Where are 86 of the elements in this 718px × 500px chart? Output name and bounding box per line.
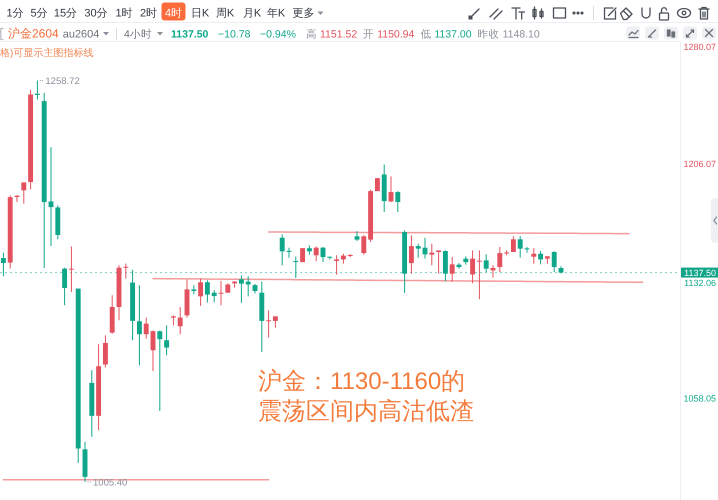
text: 高 [306, 28, 317, 40]
text: −10.78 [218, 28, 251, 40]
candlestick [436, 250, 442, 274]
candlestick [238, 274, 244, 304]
candlestick [136, 284, 142, 366]
ref-line-label: 1137.50 [681, 268, 718, 278]
text: 5分 [30, 8, 48, 20]
text: 周K [216, 8, 235, 20]
text: 15分 [54, 8, 78, 20]
candlestick [306, 244, 312, 256]
text: 昨收 [478, 28, 500, 40]
candlestick [48, 146, 54, 246]
chart-subtitle: au2604 [62, 28, 100, 40]
text: 4时 [164, 6, 182, 20]
y-tick-label: 1058.05 [683, 394, 716, 404]
candlestick [0, 252, 6, 277]
candlestick [144, 317, 149, 340]
candlestick [68, 246, 74, 292]
candlestick [293, 256, 298, 278]
candlestick [246, 276, 251, 297]
candlestick [266, 310, 272, 338]
candlestick [300, 248, 306, 263]
candlestick [212, 290, 217, 303]
candlestick [178, 306, 183, 335]
text: 2时 [140, 6, 158, 20]
candlestick [204, 280, 210, 304]
candlestick [395, 190, 400, 213]
candlestick [497, 246, 502, 273]
text: −0.94% [260, 28, 296, 40]
y-tick-label: 1132.06 [684, 278, 716, 288]
text: 开 [363, 28, 374, 40]
candlestick [538, 250, 544, 265]
text: 30分 [84, 8, 108, 20]
y-tick-label: 1206.07 [683, 159, 716, 170]
text: 日K [190, 8, 210, 20]
annotation: 沪金：1130-1160的 [258, 368, 466, 395]
candlestick [62, 267, 68, 306]
annotation: 震荡区间内高沽低渣 [258, 398, 474, 425]
candlestick [252, 283, 258, 294]
candlestick [422, 237, 428, 260]
candlestick [164, 324, 170, 356]
text: 1150.94 [377, 28, 415, 40]
text: 更多 [292, 8, 314, 20]
candlestick [314, 246, 319, 262]
candlestick [476, 250, 482, 300]
candlestick [470, 250, 476, 284]
y-tick-label: 1280.07 [683, 42, 716, 52]
candlestick [218, 280, 224, 306]
text: 1137.00 [434, 28, 472, 40]
text: 1137.50 [171, 28, 209, 40]
candlestick [157, 330, 162, 412]
candlestick [21, 182, 26, 204]
text: 1148.10 [502, 28, 540, 40]
candlestick [123, 263, 128, 280]
text: 年K [266, 8, 286, 20]
candlestick [361, 234, 366, 256]
candlestick [429, 243, 434, 266]
candlestick [490, 264, 496, 278]
candlestick [340, 253, 346, 264]
text: 1151.52 [320, 28, 358, 40]
candlestick [334, 254, 340, 276]
annotation: 格)可显示主图指标线 [0, 47, 94, 59]
candlestick [374, 178, 380, 192]
annotation: 1258.72 [45, 76, 80, 87]
candlestick [531, 248, 536, 264]
candlestick [102, 334, 108, 368]
candlestick [280, 234, 285, 266]
candlestick [34, 80, 40, 100]
text: 月K [242, 8, 262, 20]
candlestick [408, 234, 414, 274]
candlestick [388, 176, 394, 203]
text: 低 [420, 28, 432, 40]
candlestick [552, 250, 557, 273]
candlestick [286, 247, 292, 258]
annotation: 1005.40 [93, 477, 128, 488]
candlestick [442, 250, 448, 282]
text: 1分 [6, 8, 24, 20]
candlestick [416, 243, 421, 258]
text: 4小时 [124, 28, 152, 40]
candlestick [510, 236, 516, 252]
candlestick [320, 246, 326, 263]
candlestick [150, 330, 156, 372]
text: 1时 [115, 6, 133, 20]
chart-title: 沪金2604 [8, 26, 60, 40]
candlestick [198, 278, 204, 306]
candlestick [354, 230, 360, 242]
